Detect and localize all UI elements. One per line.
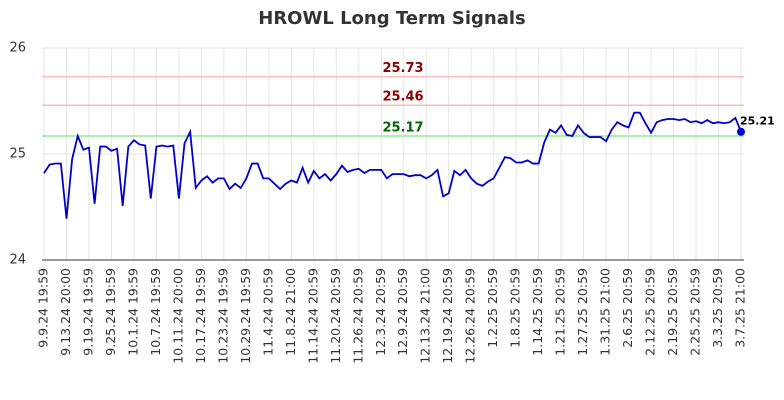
y-tick-label: 26: [9, 41, 26, 56]
x-tick-label: 12.9.24 20:59: [395, 268, 410, 356]
x-tick-label: 11.14.24 20:59: [305, 268, 320, 364]
x-tick-label: 10.7.24 19:59: [148, 268, 163, 356]
y-tick-label: 25: [9, 147, 26, 162]
x-tick-label: 9.19.24 19:59: [80, 268, 95, 356]
x-tick-label: 2.19.25 20:59: [665, 268, 680, 356]
x-tick-label: 12.3.24 20:59: [373, 268, 388, 356]
x-tick-label: 11.26.24 20:59: [350, 268, 365, 364]
y-tick-label: 24: [9, 253, 26, 268]
x-tick-label: 10.17.24 19:59: [193, 268, 208, 364]
x-tick-label: 2.25.25 20:59: [688, 268, 703, 356]
x-tick-label: 12.26.24 20:59: [463, 268, 478, 364]
x-tick-label: 11.4.24 20:59: [260, 268, 275, 356]
x-tick-label: 1.27.25 20:59: [575, 268, 590, 356]
x-tick-label: 1.31.25 21:00: [598, 268, 613, 356]
last-value-label: 25.21: [740, 115, 775, 128]
x-tick-label: 12.19.24 20:59: [440, 268, 455, 364]
last-point: [737, 127, 745, 136]
x-tick-label: 11.8.24 21:00: [283, 268, 298, 356]
signal-label: 25.73: [382, 61, 423, 76]
x-tick-label: 1.8.25 20:59: [508, 268, 523, 348]
x-tick-label: 2.12.25 20:59: [643, 268, 658, 356]
x-tick-label: 3.7.25 21:00: [733, 268, 748, 348]
x-tick-label: 9.9.24 19:59: [36, 268, 51, 348]
x-tick-label: 9.13.24 20:00: [58, 268, 73, 356]
x-tick-label: 3.3.25 20:59: [710, 268, 725, 348]
signal-label: 25.46: [382, 90, 423, 105]
x-tick-label: 10.29.24 19:59: [238, 268, 253, 364]
x-tick-label: 10.1.24 19:59: [125, 268, 140, 356]
x-tick-label: 9.25.24 19:59: [103, 268, 118, 356]
signal-label: 25.17: [382, 120, 423, 135]
x-tick-label: 12.13.24 21:00: [418, 268, 433, 364]
chart-title: HROWL Long Term Signals: [258, 8, 525, 29]
x-tick-label: 1.21.25 20:59: [553, 268, 568, 356]
x-tick-label: 1.2.25 20:59: [485, 268, 500, 348]
price-line: [43, 111, 742, 219]
x-tick-label: 1.14.25 20:59: [530, 268, 545, 356]
x-tick-label: 11.20.24 20:59: [328, 268, 343, 364]
x-tick-label: 10.23.24 19:59: [215, 268, 230, 364]
x-tick-label: 10.11.24 20:00: [170, 268, 185, 364]
x-tick-label: 2.6.25 20:59: [620, 268, 635, 348]
